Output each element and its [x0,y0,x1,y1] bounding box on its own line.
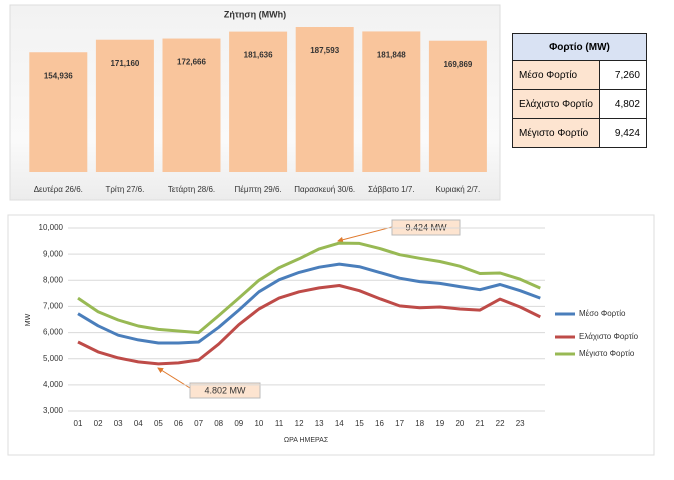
x-tick-label: 05 [154,419,163,428]
bar [428,40,487,172]
data-label: 171,160 [110,59,139,68]
y-tick-label: 8,000 [43,275,64,284]
chart-title: Ζήτηση (MWh) [224,9,286,19]
line [77,284,541,366]
x-tick-label: 13 [315,419,324,428]
x-tick-label: 23 [516,419,525,428]
x-tick-label: 06 [174,419,183,428]
x-tick-label: 09 [234,419,243,428]
legend-entry: Ελάχιστο Φορτίο [579,332,639,341]
annotation: 9.424 MW [405,222,447,232]
row-label: Ελάχιστο Φορτίο [512,89,600,119]
data-label: 181,848 [377,51,406,60]
bar [162,38,221,172]
annotation: 4.802 MW [204,385,246,395]
x-tick-label: 22 [496,419,505,428]
y-tick-label: 10,000 [39,223,64,232]
row-label: Μέγιστο Φορτίο [512,118,600,148]
chart-background [7,214,655,456]
table-header: Φορτίο (MW) [512,33,647,61]
x-tick-label: 17 [395,419,404,428]
bar [95,39,154,172]
annotation-arrow [337,226,393,243]
x-tick-label: 20 [455,419,464,428]
legend-entry: Μέγιστο Φορτίο [579,349,635,358]
y-tick-label: 7,000 [43,302,64,311]
x-tick-label: 07 [194,419,203,428]
bar [229,31,288,173]
bar-chart: Ζήτηση (MWh) 154,936 Δευτέρα 26/6. 171,160… [9,4,501,201]
line [77,241,541,335]
x-tick-label: 04 [134,419,143,428]
x-tick-label: 01 [74,419,83,428]
data-label: 154,936 [44,71,73,80]
data-label: 172,666 [177,58,206,67]
x-tick-label: Πέμπτη 29/6. [235,185,282,194]
row-value: 7,260 [598,60,647,90]
data-label: 169,869 [443,60,472,69]
bar [362,31,421,172]
bar [29,52,88,172]
x-tick-label: 15 [355,419,364,428]
x-tick-label: 16 [375,419,384,428]
legend-entry: Μέσο Φορτίο [579,309,626,318]
y-tick-label: 6,000 [43,328,64,337]
x-tick-label: Δευτέρα 26/6. [34,185,83,194]
y-tick-label: 5,000 [43,354,64,363]
x-tick-label: 03 [114,419,123,428]
x-tick-label: 21 [476,419,485,428]
data-label: 181,636 [244,51,273,60]
x-tick-label: 18 [415,419,424,428]
x-tick-label: Παρασκευή 30/6. [294,185,355,194]
x-tick-label: 14 [335,419,344,428]
x-tick-label: Τρίτη 27/6. [105,185,144,194]
bar [295,27,354,172]
x-tick-label: 12 [295,419,304,428]
x-tick-label: Σάββατο 1/7. [368,185,414,194]
data-label: 187,593 [310,46,339,55]
x-tick-label: 02 [94,419,103,428]
x-axis-label: ΩΡΑ ΗΜΕΡΑΣ [284,437,329,444]
line [77,262,541,345]
row-value: 9,424 [598,118,647,148]
y-tick-label: 3,000 [43,406,64,415]
row-label: Μέσο Φορτίο [512,60,600,90]
annotation-box [189,382,261,399]
x-tick-label: 19 [435,419,444,428]
x-tick-label: Κυριακή 2/7. [436,185,481,194]
y-tick-label: 4,000 [43,380,64,389]
row-value: 4,802 [598,89,647,119]
line-chart: 9.424 MW 4.802 MW 3,000 4,000 5,000 6,000 7,… [7,214,655,456]
x-tick-label: 11 [275,419,284,428]
x-tick-label: Τετάρτη 28/6. [168,185,215,194]
y-axis-label: MW [25,313,32,326]
y-tick-label: 9,000 [43,249,64,258]
x-tick-label: 10 [254,419,263,428]
x-tick-label: 08 [214,419,223,428]
load-table: Φορτίο (MW) Μέσο Φορτίο 7,260 Ελάχιστο Φο… [512,33,647,148]
